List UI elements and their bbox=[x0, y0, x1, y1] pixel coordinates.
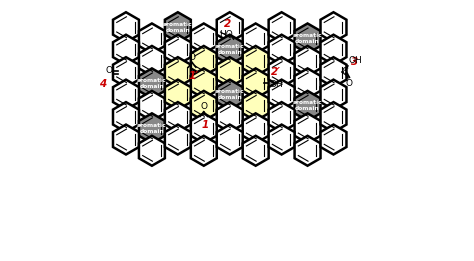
Polygon shape bbox=[217, 35, 243, 65]
Polygon shape bbox=[269, 12, 294, 42]
Polygon shape bbox=[113, 57, 139, 87]
Polygon shape bbox=[139, 91, 165, 121]
Polygon shape bbox=[191, 23, 217, 54]
Text: 1′: 1′ bbox=[188, 71, 199, 81]
Polygon shape bbox=[113, 102, 139, 132]
Polygon shape bbox=[243, 91, 269, 121]
Polygon shape bbox=[165, 102, 191, 132]
Polygon shape bbox=[139, 136, 165, 166]
Text: HO: HO bbox=[219, 30, 233, 39]
Polygon shape bbox=[191, 113, 217, 143]
Polygon shape bbox=[139, 23, 165, 54]
Polygon shape bbox=[243, 113, 269, 143]
Polygon shape bbox=[294, 46, 320, 76]
Polygon shape bbox=[217, 57, 243, 87]
Polygon shape bbox=[165, 35, 191, 65]
Polygon shape bbox=[113, 35, 139, 65]
Polygon shape bbox=[320, 12, 346, 42]
Text: 1: 1 bbox=[201, 120, 209, 130]
Polygon shape bbox=[269, 102, 294, 132]
Polygon shape bbox=[320, 57, 346, 87]
Polygon shape bbox=[217, 80, 243, 110]
Polygon shape bbox=[320, 124, 346, 155]
Text: 2: 2 bbox=[224, 19, 231, 29]
Text: O: O bbox=[346, 79, 352, 88]
Polygon shape bbox=[113, 124, 139, 155]
Polygon shape bbox=[165, 80, 191, 110]
Polygon shape bbox=[165, 124, 191, 155]
Polygon shape bbox=[113, 12, 139, 42]
Text: aromatic
domain: aromatic domain bbox=[293, 100, 322, 111]
Polygon shape bbox=[191, 46, 217, 76]
Polygon shape bbox=[191, 136, 217, 166]
Polygon shape bbox=[139, 68, 165, 98]
Polygon shape bbox=[139, 46, 165, 76]
Text: aromatic
domain: aromatic domain bbox=[215, 44, 245, 55]
Text: O: O bbox=[201, 103, 207, 111]
Text: O: O bbox=[105, 66, 112, 75]
Polygon shape bbox=[243, 136, 269, 166]
Polygon shape bbox=[165, 12, 191, 42]
Polygon shape bbox=[269, 35, 294, 65]
Text: 3: 3 bbox=[352, 57, 359, 67]
Polygon shape bbox=[165, 57, 191, 87]
Polygon shape bbox=[294, 136, 320, 166]
Polygon shape bbox=[269, 124, 294, 155]
Text: O: O bbox=[189, 53, 196, 62]
Text: 4: 4 bbox=[100, 79, 107, 88]
Text: OH: OH bbox=[270, 80, 283, 89]
Text: aromatic
domain: aromatic domain bbox=[137, 123, 167, 134]
Polygon shape bbox=[269, 80, 294, 110]
Polygon shape bbox=[139, 113, 165, 143]
Polygon shape bbox=[217, 102, 243, 132]
Polygon shape bbox=[243, 68, 269, 98]
Text: aromatic
domain: aromatic domain bbox=[215, 89, 245, 100]
Polygon shape bbox=[217, 12, 243, 42]
Text: aromatic
domain: aromatic domain bbox=[163, 22, 192, 33]
Text: 2′: 2′ bbox=[271, 67, 281, 77]
Polygon shape bbox=[320, 102, 346, 132]
Polygon shape bbox=[113, 80, 139, 110]
Polygon shape bbox=[294, 91, 320, 121]
Polygon shape bbox=[294, 68, 320, 98]
Text: OH: OH bbox=[349, 56, 363, 65]
Polygon shape bbox=[320, 80, 346, 110]
Polygon shape bbox=[217, 124, 243, 155]
Polygon shape bbox=[243, 46, 269, 76]
Polygon shape bbox=[191, 68, 217, 98]
Polygon shape bbox=[294, 23, 320, 54]
Polygon shape bbox=[320, 35, 346, 65]
Text: C: C bbox=[341, 67, 348, 77]
Polygon shape bbox=[243, 23, 269, 54]
Polygon shape bbox=[294, 113, 320, 143]
Text: aromatic
domain: aromatic domain bbox=[137, 78, 167, 89]
Polygon shape bbox=[269, 57, 294, 87]
Text: aromatic
domain: aromatic domain bbox=[293, 33, 322, 44]
Polygon shape bbox=[191, 91, 217, 121]
